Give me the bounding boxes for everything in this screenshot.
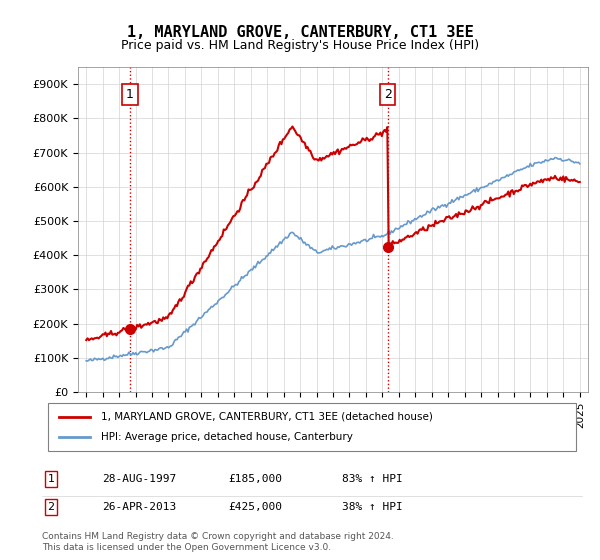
Text: £425,000: £425,000 (228, 502, 282, 512)
Text: 2: 2 (47, 502, 55, 512)
Text: 28-AUG-1997: 28-AUG-1997 (102, 474, 176, 484)
Text: Contains HM Land Registry data © Crown copyright and database right 2024.
This d: Contains HM Land Registry data © Crown c… (42, 532, 394, 552)
Text: 1: 1 (47, 474, 55, 484)
Text: 2: 2 (383, 88, 392, 101)
Text: 1: 1 (126, 88, 134, 101)
FancyBboxPatch shape (48, 403, 576, 451)
Text: HPI: Average price, detached house, Canterbury: HPI: Average price, detached house, Cant… (101, 432, 353, 442)
Text: 1, MARYLAND GROVE, CANTERBURY, CT1 3EE: 1, MARYLAND GROVE, CANTERBURY, CT1 3EE (127, 25, 473, 40)
Text: £185,000: £185,000 (228, 474, 282, 484)
Text: 38% ↑ HPI: 38% ↑ HPI (342, 502, 403, 512)
Text: Price paid vs. HM Land Registry's House Price Index (HPI): Price paid vs. HM Land Registry's House … (121, 39, 479, 52)
Text: 26-APR-2013: 26-APR-2013 (102, 502, 176, 512)
Text: 83% ↑ HPI: 83% ↑ HPI (342, 474, 403, 484)
Text: 1, MARYLAND GROVE, CANTERBURY, CT1 3EE (detached house): 1, MARYLAND GROVE, CANTERBURY, CT1 3EE (… (101, 412, 433, 422)
